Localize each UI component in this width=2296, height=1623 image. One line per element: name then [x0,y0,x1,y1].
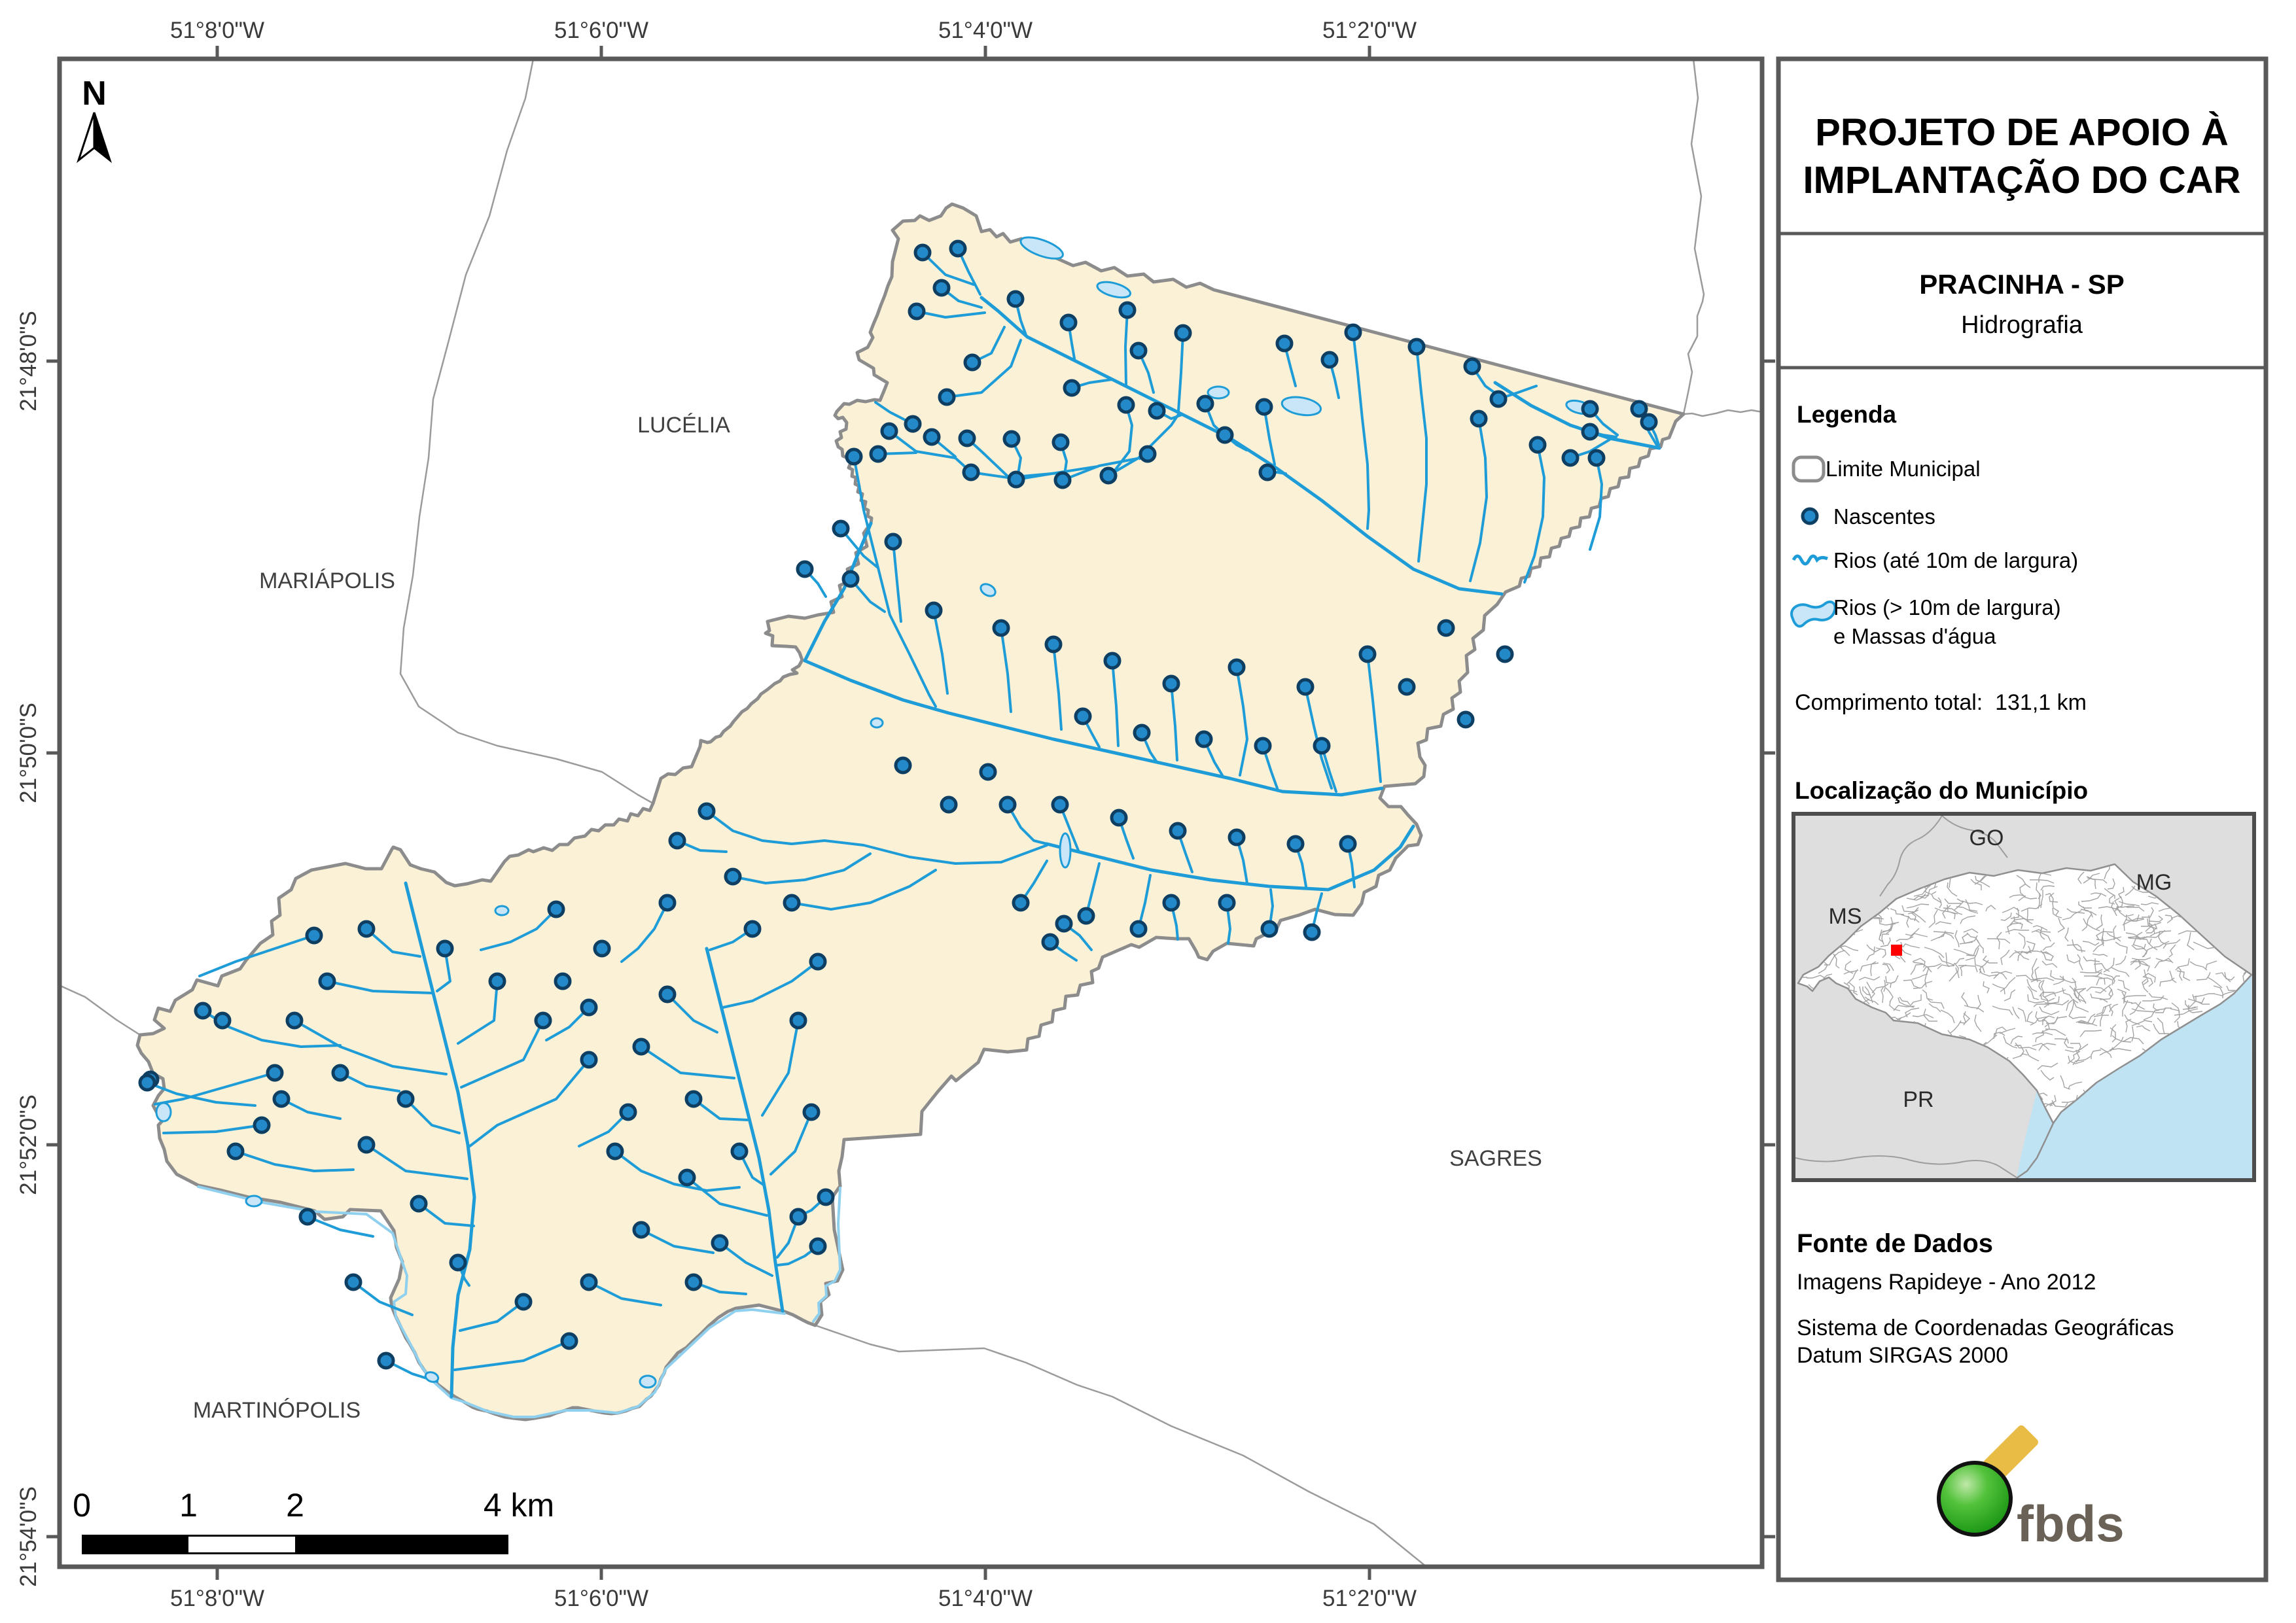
svg-text:21°48'0"S: 21°48'0"S [16,311,41,411]
svg-text:SAGRES: SAGRES [1449,1146,1542,1171]
svg-text:Datum SIRGAS 2000: Datum SIRGAS 2000 [1797,1343,2008,1368]
svg-text:0: 0 [73,1487,91,1524]
svg-text:PR: PR [1903,1087,1934,1112]
svg-text:21°54'0"S: 21°54'0"S [16,1486,41,1587]
svg-text:Rios (> 10m de largura): Rios (> 10m de largura) [1833,595,2061,620]
svg-text:Sistema de Coordenadas Geográf: Sistema de Coordenadas Geográficas [1797,1316,2174,1340]
svg-text:PRACINHA - SP: PRACINHA - SP [1919,269,2124,300]
svg-text:51°4'0"W: 51°4'0"W [938,18,1033,43]
svg-text:LUCÉLIA: LUCÉLIA [637,413,730,438]
svg-text:Legenda: Legenda [1797,401,1897,428]
svg-text:Nascentes: Nascentes [1833,504,1935,529]
svg-text:e Massas d'água: e Massas d'água [1833,624,1996,648]
svg-text:N: N [82,75,107,113]
svg-text:21°50'0"S: 21°50'0"S [16,703,41,803]
svg-text:51°6'0"W: 51°6'0"W [554,1586,648,1611]
svg-text:MARTINÓPOLIS: MARTINÓPOLIS [193,1398,361,1423]
svg-text:2: 2 [286,1487,304,1524]
svg-text:Limite Municipal: Limite Municipal [1826,457,1981,481]
svg-text:MARIÁPOLIS: MARIÁPOLIS [259,568,395,593]
svg-text:MS: MS [1829,904,1862,929]
svg-text:51°8'0"W: 51°8'0"W [170,18,264,43]
svg-text:fbds: fbds [2017,1495,2125,1552]
svg-text:51°6'0"W: 51°6'0"W [554,18,648,43]
svg-text:Localização do Município: Localização do Município [1795,777,2088,804]
svg-text:4 km: 4 km [484,1487,554,1524]
svg-text:Rios (até 10m de largura): Rios (até 10m de largura) [1833,548,2078,572]
svg-text:51°2'0"W: 51°2'0"W [1322,1586,1417,1611]
svg-text:IMPLANTAÇÃO DO CAR: IMPLANTAÇÃO DO CAR [1803,159,2240,201]
svg-text:MG: MG [2136,870,2172,895]
svg-text:Comprimento total: 131,1 km: Comprimento total: 131,1 km [1795,690,2087,715]
svg-text:1: 1 [179,1487,198,1524]
svg-text:51°4'0"W: 51°4'0"W [938,1586,1033,1611]
svg-text:Imagens Rapideye - Ano 2012: Imagens Rapideye - Ano 2012 [1797,1270,2096,1295]
svg-text:51°2'0"W: 51°2'0"W [1322,18,1417,43]
svg-text:Fonte de Dados: Fonte de Dados [1797,1229,1993,1258]
svg-text:21°52'0"S: 21°52'0"S [16,1094,41,1195]
svg-text:GO: GO [1969,826,2004,850]
svg-text:Hidrografia: Hidrografia [1961,311,2083,339]
svg-text:51°8'0"W: 51°8'0"W [170,1586,264,1611]
svg-text:PROJETO DE APOIO À: PROJETO DE APOIO À [1815,111,2229,154]
